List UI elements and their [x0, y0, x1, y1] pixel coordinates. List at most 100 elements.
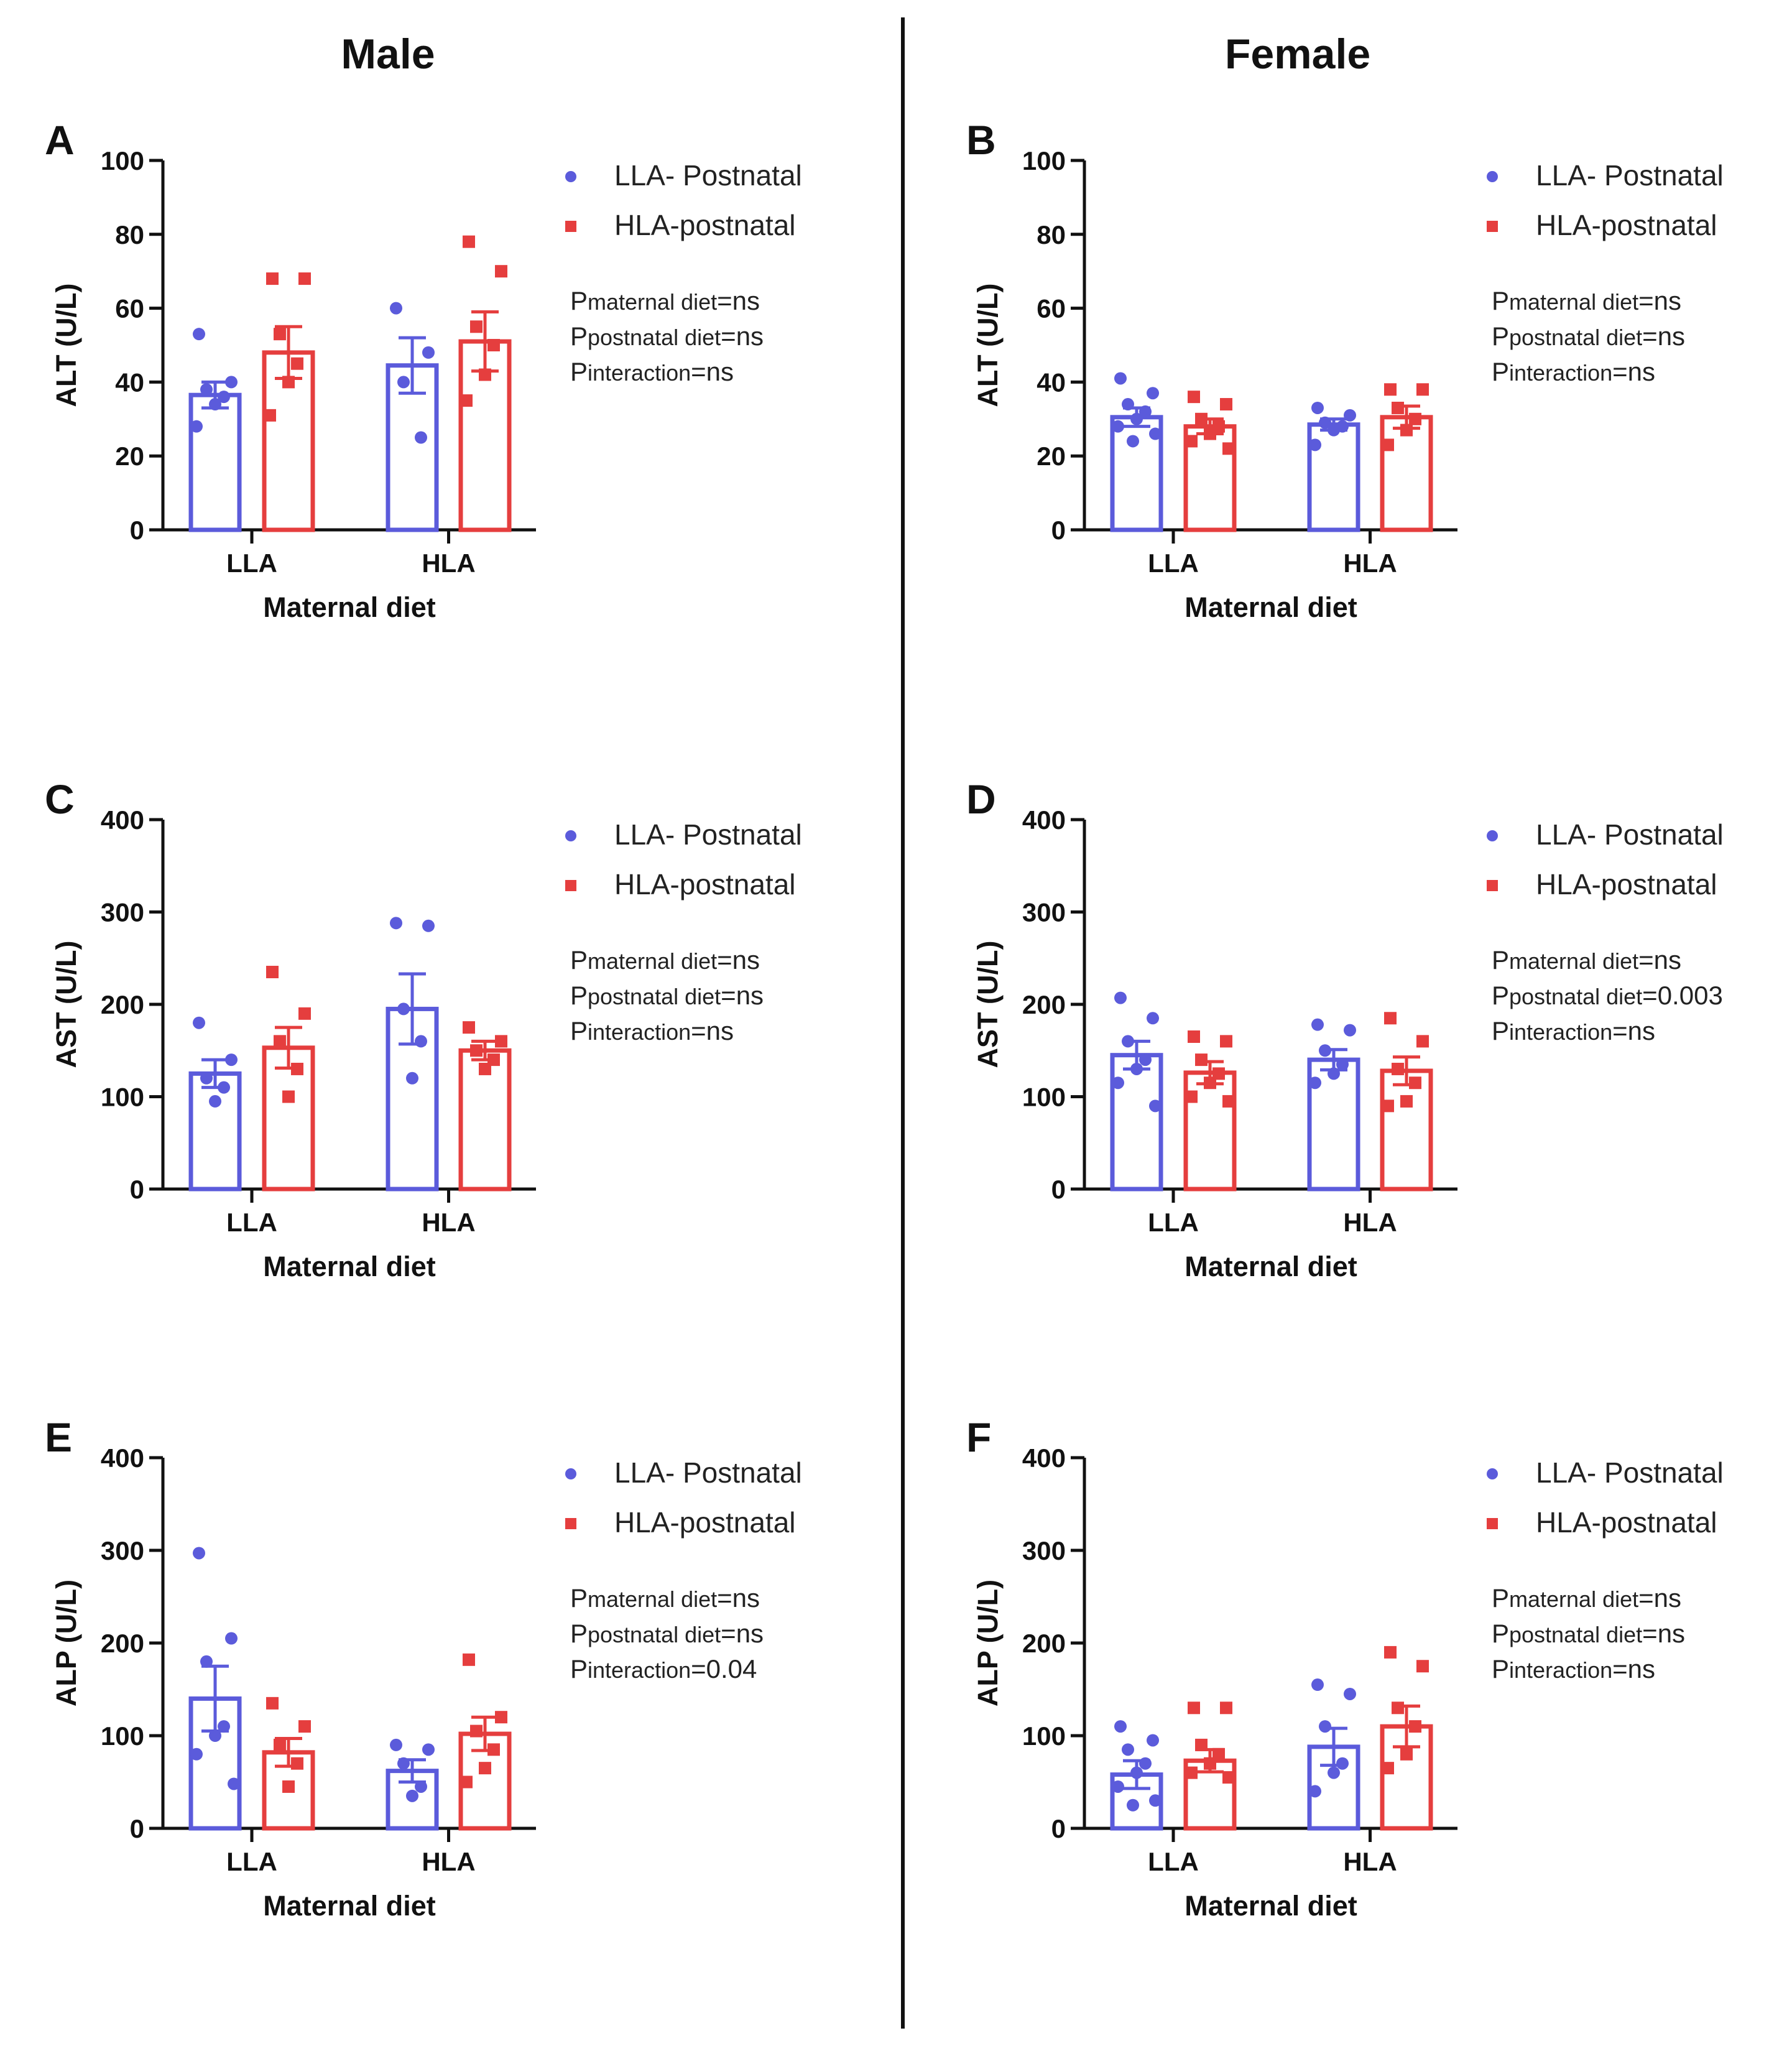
data-point [479, 1062, 491, 1075]
legend-marker [565, 171, 576, 182]
data-point [415, 1780, 427, 1793]
stat-subscript: interaction [1509, 1657, 1612, 1683]
stat-p: P [1492, 1016, 1509, 1045]
panel-letter-c: C [45, 776, 75, 822]
legend-marker [565, 830, 576, 841]
x-axis-title: Maternal diet [1185, 1890, 1357, 1922]
data-point [470, 320, 483, 333]
data-point [1409, 1076, 1421, 1090]
data-point [264, 409, 276, 422]
stat-line: Ppostnatal diet=0.003 [1492, 981, 1723, 1010]
data-point [1336, 1757, 1349, 1770]
legend-marker [1487, 1468, 1498, 1479]
stat-value: =ns [721, 322, 764, 351]
data-point [1328, 1067, 1340, 1080]
data-point [218, 391, 230, 404]
data-point [1112, 420, 1124, 433]
y-tick-label: 40 [115, 368, 144, 397]
stat-value: =ns [721, 981, 764, 1010]
y-axis-title: AST (U/L) [50, 941, 82, 1068]
data-point [406, 1789, 418, 1802]
legend-marker [1487, 171, 1498, 182]
data-point [479, 368, 491, 381]
data-point [1311, 401, 1324, 414]
data-point [274, 1738, 286, 1751]
data-point [1311, 1018, 1324, 1031]
stat-p: P [1492, 322, 1509, 351]
y-tick-label: 80 [1037, 220, 1066, 249]
data-point [1147, 1012, 1159, 1025]
y-tick-label: 80 [115, 220, 144, 249]
stat-line: Pinteraction=ns [1492, 1654, 1655, 1683]
column-title-male: Male [341, 30, 435, 78]
x-tick-label: HLA [422, 1847, 475, 1876]
stat-p: P [1492, 945, 1509, 974]
data-point [495, 1035, 507, 1048]
data-point [209, 1729, 221, 1742]
y-tick-label: 40 [1037, 368, 1066, 397]
legend-label: HLA-postnatal [614, 1506, 796, 1539]
y-axis-title: ALP (U/L) [972, 1580, 1004, 1706]
data-point [1382, 438, 1394, 451]
data-point [460, 394, 473, 407]
legend: LLA- Postnatal HLA-postnatal [1487, 1456, 1724, 1539]
data-point [470, 1724, 483, 1738]
stat-value: =ns [721, 1619, 764, 1648]
stat-value: =ns [1638, 286, 1681, 315]
bar [1110, 1053, 1163, 1192]
data-point [218, 1720, 230, 1733]
panel-letter-a: A [45, 117, 75, 163]
data-point [266, 966, 279, 979]
legend-marker [565, 880, 576, 891]
data-point [200, 383, 213, 396]
data-point [1122, 398, 1134, 411]
y-tick-label: 0 [1051, 1175, 1066, 1204]
stat-line: Ppostnatal diet=ns [1492, 322, 1685, 351]
data-point [463, 235, 475, 248]
y-tick-label: 400 [1022, 1443, 1066, 1473]
stat-line: Ppostnatal diet=ns [570, 322, 764, 351]
y-tick-label: 300 [101, 1536, 144, 1565]
stat-p: P [570, 286, 588, 315]
data-point [1392, 1062, 1404, 1075]
y-tick-label: 300 [1022, 1536, 1066, 1565]
legend: LLA- Postnatal HLA-postnatal [1487, 818, 1724, 900]
stat-p: P [570, 981, 588, 1010]
y-tick-label: 400 [1022, 805, 1066, 835]
data-point [1336, 1058, 1349, 1071]
legend: LLA- Postnatal HLA-postnatal [1487, 159, 1724, 241]
y-tick-label: 100 [101, 1721, 144, 1751]
stat-value: =ns [717, 286, 760, 315]
legend-marker [1487, 880, 1498, 891]
x-tick-label: LLA [1148, 1847, 1199, 1876]
panel-letter-f: F [966, 1414, 991, 1460]
stat-line: Ppostnatal diet=ns [570, 1619, 764, 1648]
stat-subscript: postnatal diet [588, 325, 721, 350]
stat-p: P [570, 1619, 588, 1648]
data-point [1149, 427, 1162, 440]
data-point [1130, 1062, 1143, 1075]
stat-p: P [1492, 286, 1509, 315]
data-point [1112, 1780, 1124, 1793]
data-point [1416, 383, 1429, 396]
data-point [470, 1044, 483, 1057]
data-point [193, 1016, 205, 1029]
data-point [1319, 1720, 1331, 1733]
stat-value: =ns [1642, 322, 1685, 351]
legend-label: LLA- Postnatal [1536, 159, 1724, 192]
y-tick-label: 20 [115, 442, 144, 471]
data-point [422, 346, 435, 359]
bar [188, 392, 242, 532]
data-point [291, 1757, 303, 1770]
stat-line: Pmaternal diet=ns [1492, 286, 1681, 315]
data-point [1147, 387, 1159, 400]
data-point [1114, 1720, 1127, 1733]
legend-label: LLA- Postnatal [1536, 818, 1724, 851]
data-point [298, 272, 311, 285]
data-point [463, 1653, 475, 1666]
data-point [1188, 391, 1200, 404]
data-point [225, 1053, 238, 1067]
legend-marker [565, 1518, 576, 1529]
data-point [225, 1632, 238, 1645]
